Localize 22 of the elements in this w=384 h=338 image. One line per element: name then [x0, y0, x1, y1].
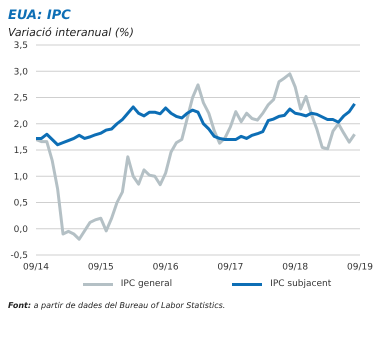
- text: Font: a partir de dades del Bureau of Labor Statistics.: [8, 301, 226, 310]
- chart-subtitle: Variació interanual (%): [8, 26, 135, 39]
- y-tick-label: 2,0: [14, 120, 28, 130]
- x-tick-label: 09/14: [23, 262, 50, 272]
- y-tick-label: -0,5: [10, 251, 28, 262]
- x-tick-label: 09/17: [217, 262, 244, 272]
- x-tick-label: 09/15: [88, 262, 114, 272]
- y-tick-label: 2,5: [14, 94, 28, 104]
- x-tick-label: 09/18: [282, 262, 308, 272]
- chart-title: EUA: IPC: [8, 8, 72, 23]
- y-tick-label: 1,0: [14, 172, 28, 182]
- legend-label: IPC general: [120, 279, 172, 289]
- y-tick-label: 0,0: [14, 224, 28, 235]
- line-series: [36, 72, 356, 241]
- y-tick-label: 1,5: [14, 146, 28, 156]
- x-tick-label: 09/19: [347, 262, 374, 272]
- legend-label: IPC subjacent: [270, 279, 332, 289]
- x-tick-label: 09/16: [152, 262, 179, 272]
- y-tick-label: 0,5: [14, 198, 28, 209]
- y-tick-label: 3,0: [14, 67, 28, 78]
- line-series: [36, 102, 356, 146]
- y-tick-label: 3,5: [14, 41, 28, 52]
